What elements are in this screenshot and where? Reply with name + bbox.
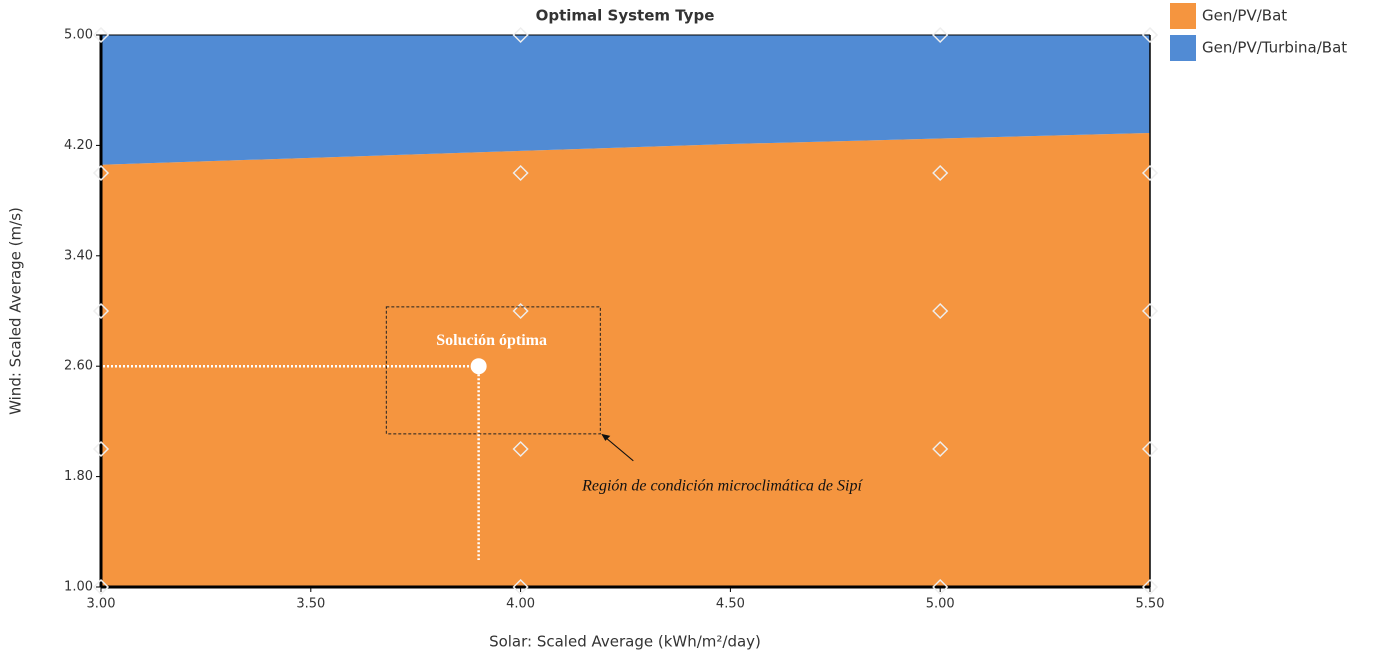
sensitivity-point [1141,578,1159,596]
legend-swatch [1170,35,1196,61]
annotation-arrow [602,434,634,462]
y-tick-label: 5.00 [64,28,93,43]
x-tick-label: 5.00 [926,597,955,612]
x-axis-label: Solar: Scaled Average (kWh/m²/day) [489,633,761,651]
sensitivity-point [932,164,949,182]
sensitivity-point [932,302,949,320]
y-tick-label: 1.00 [64,580,93,595]
legend-label: Gen/PV/Turbina/Bat [1202,39,1347,57]
sensitivity-point [932,578,949,596]
arrow-head [601,433,611,441]
x-tick-label: 5.50 [1136,597,1165,612]
y-tick-label: 4.20 [64,138,93,153]
sensitivity-point [932,26,949,44]
region-box [385,306,601,435]
sensitivity-point [1141,302,1159,320]
x-tick-label: 3.50 [296,597,325,612]
sensitivity-point [92,578,110,596]
region-label: Región de condición microclimática de Si… [581,478,863,495]
sensitivity-point [1141,440,1159,458]
x-tick-label: 4.00 [506,597,535,612]
sensitivity-point [92,26,110,44]
optimal-point [470,358,487,375]
chart-title: Optimal System Type [536,7,715,25]
area [101,132,1150,588]
area [101,35,1150,165]
legend-swatch [1170,3,1196,29]
sensitivity-point [512,164,529,182]
sensitivity-point [512,26,529,44]
sensitivity-point [512,302,529,320]
sensitivity-point [512,440,529,458]
y-tick-label: 1.80 [64,469,93,484]
legend-label: Gen/PV/Bat [1202,7,1287,25]
sensitivity-point [92,164,110,182]
sensitivity-point [512,578,529,596]
x-tick-label: 4.50 [716,597,745,612]
y-tick-label: 2.60 [64,359,93,374]
sensitivity-point [1141,26,1159,44]
sensitivity-point [1141,164,1159,182]
y-axis-label: Wind: Scaled Average (m/s) [7,207,25,415]
sensitivity-point [932,440,949,458]
sensitivity-point [92,440,110,458]
y-tick-label: 3.40 [64,248,93,263]
x-tick-label: 3.00 [87,597,116,612]
optimal-label: Solución óptima [436,332,547,349]
sensitivity-point [92,302,110,320]
